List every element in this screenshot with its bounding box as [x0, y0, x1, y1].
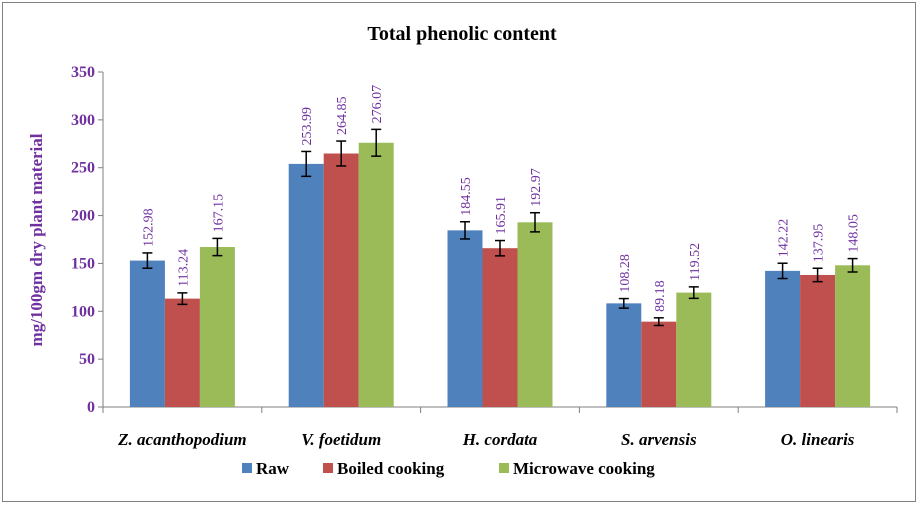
data-label-0-3: 108.28 [618, 254, 633, 293]
y-tick-label-5: 250 [71, 160, 95, 177]
legend-swatch-0 [242, 463, 252, 473]
bar-0-1 [288, 163, 324, 407]
bar-1-4 [800, 274, 836, 407]
x-tick-label-4: O. linearis [781, 430, 855, 449]
y-tick-label-0: 0 [87, 399, 95, 416]
legend-label-0: Raw [256, 459, 290, 478]
bar-0-3 [606, 303, 642, 407]
bar-1-3 [641, 321, 677, 407]
x-tick-label-3: S. arvensis [621, 430, 697, 449]
data-label-1-4: 137.95 [812, 224, 827, 263]
legend-label-2: Microwave cooking [513, 459, 655, 478]
x-tick-label-0: Z. acanthopodium [117, 430, 246, 449]
bar-2-2 [517, 222, 553, 407]
data-label-0-4: 142.22 [777, 219, 792, 258]
y-tick-label-7: 350 [71, 64, 95, 81]
bar-2-4 [835, 265, 871, 407]
legend-label-1: Boiled cooking [337, 459, 445, 478]
bar-1-2 [482, 248, 518, 407]
x-tick-label-2: H. cordata [462, 430, 538, 449]
legend: Raw Boiled cooking Microwave cooking [242, 459, 655, 478]
chart-title: Total phenolic content [367, 23, 557, 45]
data-label-2-0: 167.15 [211, 194, 226, 233]
y-axis-label: mg/100gm dry plant material [27, 133, 46, 346]
data-label-2-1: 276.07 [370, 85, 385, 124]
bar-1-1 [323, 153, 359, 407]
legend-swatch-2 [499, 463, 509, 473]
y-tick-label-1: 50 [79, 351, 95, 368]
legend-swatch-1 [323, 463, 333, 473]
bar-0-4 [765, 270, 801, 407]
bar-0-0 [129, 260, 165, 407]
data-label-1-2: 165.91 [494, 196, 509, 235]
bar-2-3 [676, 292, 712, 407]
y-tick-label-2: 100 [71, 303, 95, 320]
axes: 0 50 100 150 200 250 300 350 Z. acanthopodium V. … [71, 64, 898, 449]
data-label-1-3: 89.18 [653, 280, 668, 312]
y-tick-label-3: 150 [71, 255, 95, 272]
data-label-1-1: 264.85 [335, 97, 350, 136]
data-label-2-2: 192.97 [529, 168, 544, 207]
data-label-2-3: 119.52 [688, 243, 703, 281]
bars-group [129, 128, 871, 407]
bar-1-0 [164, 298, 200, 407]
y-tick-label-4: 200 [71, 208, 95, 225]
data-label-2-4: 148.05 [847, 214, 862, 253]
x-tick-label-1: V. foetidum [301, 430, 381, 449]
bar-2-0 [199, 247, 235, 407]
data-labels-group: 152.98 253.99 184.55 108.28 142.22 113.24 264.… [141, 85, 861, 312]
data-label-1-0: 113.24 [176, 249, 191, 287]
data-label-0-0: 152.98 [141, 208, 156, 247]
bar-2-1 [358, 142, 394, 407]
bar-0-2 [447, 230, 483, 407]
data-label-0-2: 184.55 [459, 177, 474, 216]
data-label-0-1: 253.99 [300, 107, 315, 146]
y-tick-label-6: 300 [71, 112, 95, 129]
